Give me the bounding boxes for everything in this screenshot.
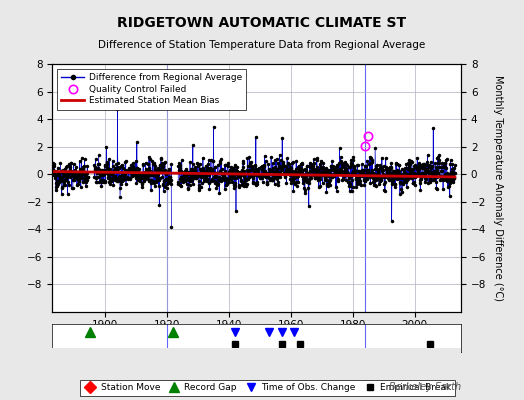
Text: Difference of Station Temperature Data from Regional Average: Difference of Station Temperature Data f…	[99, 40, 425, 50]
Y-axis label: Monthly Temperature Anomaly Difference (°C): Monthly Temperature Anomaly Difference (…	[493, 75, 503, 301]
Legend: Difference from Regional Average, Quality Control Failed, Estimated Station Mean: Difference from Regional Average, Qualit…	[57, 68, 246, 110]
Legend: Station Move, Record Gap, Time of Obs. Change, Empirical Break: Station Move, Record Gap, Time of Obs. C…	[80, 380, 455, 396]
Text: Berkeley Earth: Berkeley Earth	[389, 382, 461, 392]
Text: RIDGETOWN AUTOMATIC CLIMATE ST: RIDGETOWN AUTOMATIC CLIMATE ST	[117, 16, 407, 30]
